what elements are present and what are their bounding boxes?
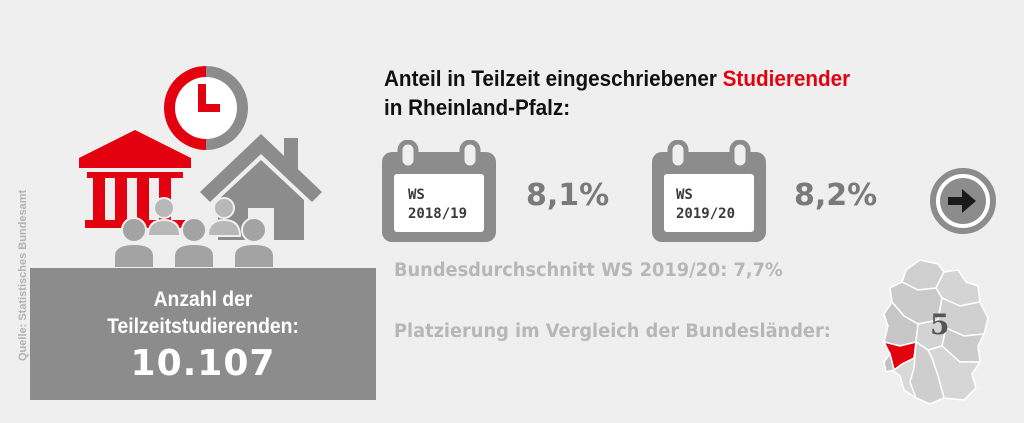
germany-map-icon [882,259,989,405]
arrow-right-icon [930,168,996,234]
headline-text: Anteil in Teilzeit eingeschriebener [384,66,723,91]
part-time-count-box: Anzahl der Teilzeitstudierenden: 10.107 [30,268,376,400]
semester-value-2: 8,2% [794,178,878,213]
count-value: 10.107 [130,343,276,384]
headline: Anteil in Teilzeit eingeschriebener Stud… [384,64,910,122]
semester-label-1-line2: 2018/19 [408,206,468,222]
headline-line2: in Rheinland-Pfalz: [384,95,571,120]
semester-label-1-line1: WS [408,187,425,203]
semester-label-1: WS 2018/19 [408,186,467,224]
rank-value: 5 [930,308,950,341]
calendar-icon [382,140,496,242]
federal-average: Bundesdurchschnitt WS 2019/20: 7,7% [394,260,783,281]
count-label-line2: Teilzeitstudierenden: [107,315,299,338]
semester-label-2-line2: 2019/20 [676,206,736,222]
semester-label-2-line1: WS [676,187,693,203]
source-credit: Quelle: Statistisches Bundesamt [17,189,29,361]
count-label-line1: Anzahl der [153,288,253,311]
clock-icon [164,66,248,150]
calendar-icon [652,140,766,242]
headline-highlight: Studierender [722,66,851,91]
semester-value-1: 8,1% [526,178,610,213]
semester-label-2: WS 2019/20 [676,186,735,224]
ranking-label: Platzierung im Vergleich der Bundeslände… [394,321,831,342]
people-icon [113,197,275,268]
